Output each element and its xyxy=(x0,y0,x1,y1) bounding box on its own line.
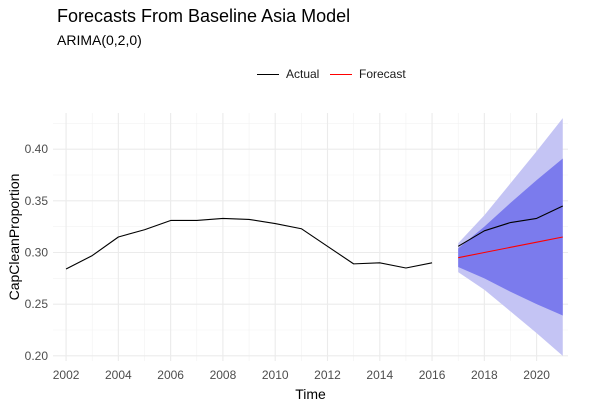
legend-label-forecast: Forecast xyxy=(359,67,406,81)
x-tick-label: 2006 xyxy=(157,368,184,382)
series-line-actual-1 xyxy=(65,217,433,270)
y-tick-label: 0.30 xyxy=(25,246,49,260)
y-axis-title: CapCleanProportion xyxy=(6,174,22,301)
series-line-forecast xyxy=(458,236,563,259)
chart-title: Forecasts From Baseline Asia Model xyxy=(57,6,351,26)
x-tick-label: 2018 xyxy=(471,368,498,382)
legend-item-forecast: Forecast xyxy=(330,64,406,84)
interval-band-80 xyxy=(458,158,563,316)
x-tick-label: 2002 xyxy=(53,368,80,382)
series-line-actual-2 xyxy=(457,205,564,247)
x-tick-label: 2004 xyxy=(105,368,132,382)
x-tick-label: 2020 xyxy=(523,368,550,382)
legend-label-actual: Actual xyxy=(286,67,320,81)
x-tick-label: 2008 xyxy=(210,368,237,382)
legend-swatch-actual xyxy=(257,73,279,75)
x-tick-label: 2010 xyxy=(262,368,289,382)
legend: Actual Forecast xyxy=(0,64,594,84)
chart-subtitle: ARIMA(0,2,0) xyxy=(57,32,142,48)
legend-item-actual: Actual xyxy=(257,64,319,84)
x-tick-label: 2012 xyxy=(314,368,341,382)
legend-swatch-forecast xyxy=(330,73,352,75)
y-tick-label: 0.25 xyxy=(25,297,49,311)
y-tick-label: 0.40 xyxy=(25,142,49,156)
x-tick-label: 2016 xyxy=(419,368,446,382)
x-axis-title: Time xyxy=(295,386,326,402)
y-tick-label: 0.35 xyxy=(25,194,49,208)
x-tick-label: 2014 xyxy=(366,368,393,382)
y-tick-label: 0.20 xyxy=(25,349,49,363)
